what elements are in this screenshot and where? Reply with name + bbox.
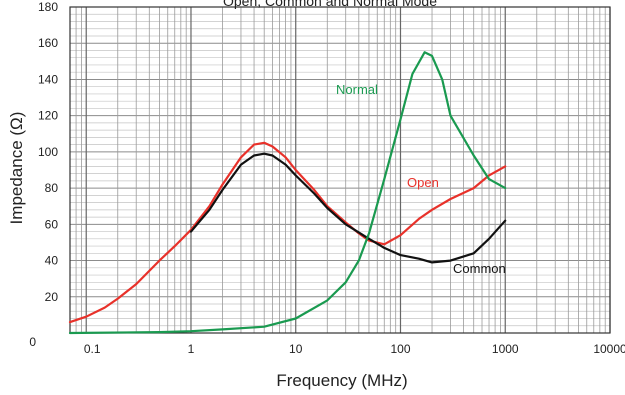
y-tick-label: 160 (38, 36, 58, 50)
series-line-normal (68, 51, 507, 335)
plot-frame (69, 6, 611, 334)
y-axis-title: Impedance (Ω) (7, 112, 26, 225)
y-tick-label: 40 (45, 254, 59, 268)
x-tick-label: 10 (289, 342, 303, 356)
x-tick-label: 100 (390, 342, 410, 356)
y-tick-label: 180 (38, 0, 58, 14)
y-tick-label: 80 (45, 181, 59, 195)
y-tick-label: 100 (38, 145, 58, 159)
series-label-common: Common (453, 261, 506, 276)
x-tick-labels: 0.1 1 10 100 1000 10000 (84, 342, 625, 356)
y-tick-labels: 0 20 40 60 80 100 120 140 160 180 (29, 0, 58, 349)
series-line-open (68, 141, 507, 324)
y-tick-label: 20 (45, 290, 59, 304)
series-line-common (189, 152, 507, 264)
chart-grid (69, 6, 611, 334)
x-tick-label: 1 (188, 342, 195, 356)
y-tick-label: 60 (45, 217, 59, 231)
x-tick-label: 10000 (593, 342, 625, 356)
y-tick-label: 140 (38, 72, 58, 86)
y-tick-label: 0 (29, 335, 36, 349)
series-lines (68, 51, 507, 335)
x-tick-label: 0.1 (84, 342, 101, 356)
x-tick-label: 1000 (492, 342, 519, 356)
chart-title: Open, Common and Normal Mode (223, 0, 437, 9)
series-label-open: Open (407, 175, 439, 190)
x-axis-title: Frequency (MHz) (276, 371, 407, 390)
series-label-normal: Normal (336, 82, 378, 97)
y-tick-label: 120 (38, 109, 58, 123)
series-labels: Normal Open Common (336, 82, 506, 276)
